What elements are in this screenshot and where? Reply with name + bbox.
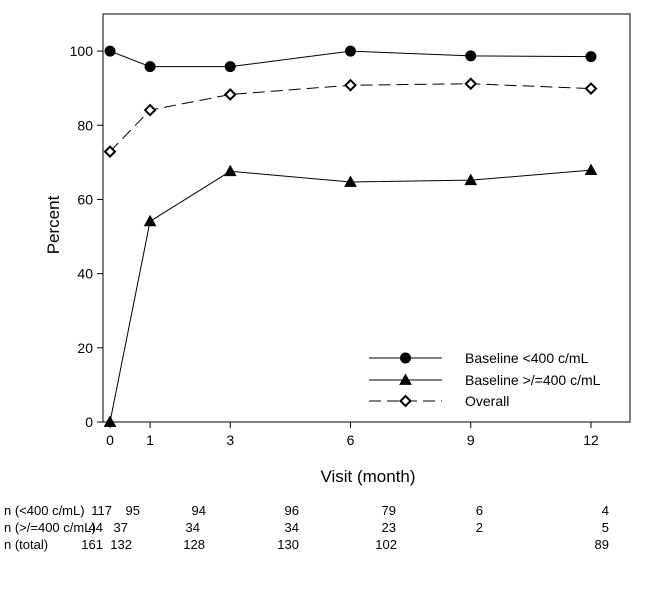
n-table-cell: 6 — [476, 503, 483, 518]
n-table-cell: 89 — [595, 537, 609, 552]
y-tick-label: 100 — [70, 43, 94, 59]
y-tick-label: 0 — [85, 414, 93, 430]
x-tick-label: 3 — [226, 432, 234, 448]
x-tick-label: 6 — [347, 432, 355, 448]
n-table-cell: 4 — [602, 503, 609, 518]
series-baseline-400-c-ml — [104, 45, 597, 73]
n-table-cell: 2 — [476, 520, 483, 535]
n-table-cell: 161 — [81, 537, 103, 552]
n-table-cell: 44 — [89, 520, 103, 535]
legend-label: Baseline >/=400 c/mL — [465, 372, 601, 388]
n-table-cell: 34 — [186, 520, 200, 535]
data-point — [223, 164, 237, 177]
series-line — [109, 50, 592, 68]
data-point — [464, 77, 478, 91]
data-point — [223, 88, 237, 101]
n-table-row-label: n (total) — [4, 537, 48, 552]
data-point — [584, 163, 598, 176]
series-line — [109, 169, 592, 423]
n-table-cell: 79 — [382, 503, 396, 518]
n-table-cell: 128 — [183, 537, 205, 552]
data-point — [465, 50, 477, 62]
legend-label: Baseline <400 c/mL — [465, 350, 589, 366]
plot-frame — [102, 13, 631, 423]
x-tick-label: 0 — [106, 432, 114, 448]
data-point — [584, 82, 598, 95]
data-point — [144, 61, 156, 73]
n-table-cell: 95 — [126, 503, 140, 518]
data-point — [143, 214, 157, 227]
series-overall — [103, 77, 598, 159]
y-tick-label: 20 — [77, 340, 93, 356]
data-point — [344, 78, 357, 92]
n-table-cell: 130 — [277, 537, 299, 552]
n-table-cell: 117 — [91, 503, 112, 518]
y-tick-label: 80 — [77, 117, 93, 133]
n-table-cell: 132 — [110, 537, 132, 552]
data-point — [345, 45, 356, 57]
data-point — [344, 175, 357, 187]
n-table-cell: 23 — [382, 520, 396, 535]
n-table-cell: 34 — [285, 520, 299, 535]
y-tick-label: 60 — [77, 191, 93, 207]
n-table-cell: 5 — [602, 520, 609, 535]
data-point — [104, 45, 116, 57]
y-tick-label: 40 — [77, 266, 93, 282]
n-table-cell: 37 — [114, 520, 128, 535]
legend-marker — [399, 373, 412, 385]
n-table-cell: 96 — [285, 503, 299, 518]
data-point — [585, 51, 597, 63]
series-baseline-400-c-ml — [103, 163, 598, 427]
data-point — [224, 61, 236, 73]
legend-label: Overall — [465, 393, 509, 409]
data-point — [103, 415, 117, 427]
n-table-cell: 94 — [192, 503, 206, 518]
x-tick-label: 9 — [467, 432, 475, 448]
n-table-cell: 102 — [375, 537, 397, 552]
legend-marker — [400, 352, 411, 364]
legend-marker — [399, 394, 412, 408]
n-table-row-label: n (<400 c/mL) — [4, 503, 85, 518]
x-tick-label: 1 — [146, 432, 154, 448]
data-point — [103, 145, 117, 159]
y-axis-title: Percent — [44, 195, 63, 254]
n-table-row-label: n (>/=400 c/mL) — [4, 520, 96, 535]
legend: Baseline <400 c/mL Baseline >/=400 c/mL Ov… — [369, 350, 601, 409]
data-point — [464, 173, 478, 186]
x-axis-title: Visit (month) — [320, 467, 415, 486]
n-table: n (<400 c/mL) 117 95 94 96 79 6 4 n (>/=400 c/mL… — [4, 503, 609, 552]
data-point — [143, 103, 157, 117]
series-line — [109, 83, 592, 152]
x-tick-label: 12 — [583, 432, 599, 448]
